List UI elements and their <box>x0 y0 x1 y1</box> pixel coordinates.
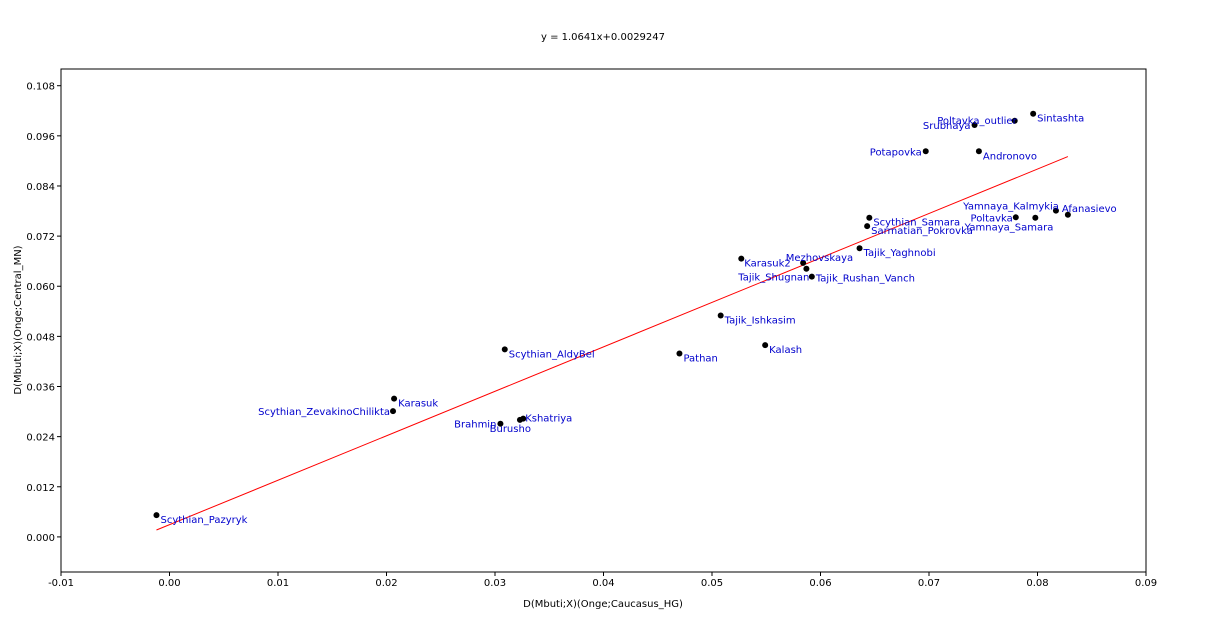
data-point <box>501 346 508 353</box>
chart-title: y = 1.0641x+0.0029247 <box>541 32 665 43</box>
fit-line-group <box>156 156 1069 531</box>
data-point-label: Kshatriya <box>525 414 572 425</box>
x-tick-label: -0.01 <box>48 578 74 589</box>
data-point <box>1011 117 1018 124</box>
x-tick-label: 0.07 <box>918 578 940 589</box>
y-tick-label: 0.048 <box>26 332 55 343</box>
data-point-label: Scythian_Samara <box>873 218 960 229</box>
x-tick-label: 0.04 <box>592 578 614 589</box>
data-point-label: Scythian_AldyBel <box>509 349 595 360</box>
y-tick-label: 0.096 <box>26 132 55 143</box>
data-point <box>808 273 815 280</box>
data-point-label: Karasuk <box>398 399 438 410</box>
y-tick-label: 0.024 <box>26 433 55 444</box>
data-point <box>922 148 929 155</box>
data-point-label: Sintashta <box>1037 114 1084 125</box>
y-tick-label: 0.084 <box>26 182 55 193</box>
data-point <box>390 408 397 415</box>
data-point <box>497 420 504 427</box>
data-point-label: Mezhovskaya <box>786 253 853 264</box>
x-tick-label: 0.06 <box>809 578 831 589</box>
y-tick-label: 0.036 <box>26 383 55 394</box>
data-point <box>1030 110 1037 117</box>
x-tick-label: 0.00 <box>158 578 180 589</box>
data-point-label: Kalash <box>769 345 802 356</box>
data-point-label: Sarmatian_Pokrovka <box>871 226 973 237</box>
y-tick-label: 0.060 <box>26 282 55 293</box>
x-tick-label: 0.05 <box>701 578 723 589</box>
data-point-label: Yamnaya_Samara <box>964 223 1054 234</box>
data-point-label: Tajik_Rushan_Vanch <box>815 274 915 285</box>
data-point-label: Pathan <box>683 354 717 365</box>
data-point-label: Burusho <box>490 424 531 435</box>
data-point <box>803 265 810 272</box>
data-point <box>520 415 527 422</box>
data-point <box>1032 214 1039 221</box>
data-point-label: Brahmin <box>454 420 496 431</box>
data-point <box>864 223 871 230</box>
data-point <box>738 255 745 262</box>
axes: -0.01 0.00 0.01 0.02 0.03 0.04 0.05 0.06 0.07 0.0… <box>26 82 1157 589</box>
data-point-label: Potapovka <box>870 147 922 158</box>
data-point-label: Srubnaya <box>923 121 971 132</box>
data-point <box>975 148 982 155</box>
data-points: Scythian_Pazyryk Karasuk Scythian_Zevakino… <box>153 110 1117 526</box>
x-axis-title: D(Mbuti;X)(Onge;Caucasus_HG) <box>523 599 683 610</box>
data-point <box>153 512 160 519</box>
data-point <box>1064 211 1071 218</box>
data-point-label: Tajik_Ishkasim <box>724 315 796 326</box>
data-point-label: Poltavka_outlier <box>937 116 1017 127</box>
y-tick-label: 0.108 <box>26 82 55 93</box>
y-tick-label: 0.012 <box>26 483 55 494</box>
data-point <box>1012 214 1019 221</box>
y-tick-label: 0.072 <box>26 232 55 243</box>
data-point <box>676 350 683 357</box>
data-point-label: Scythian_ZevakinoChilikta <box>258 407 390 418</box>
x-tick-label: 0.03 <box>484 578 506 589</box>
data-point-label: Afanasievo <box>1062 204 1117 215</box>
x-tick-label: 0.09 <box>1135 578 1157 589</box>
data-point <box>1052 207 1059 214</box>
data-point-label: Andronovo <box>983 151 1037 162</box>
data-point <box>717 312 724 319</box>
data-point <box>856 245 863 252</box>
data-point-label: Scythian_Pazyryk <box>160 515 247 526</box>
data-point <box>762 342 769 349</box>
x-tick-label: 0.08 <box>1026 578 1048 589</box>
data-point-label: Poltavka <box>971 213 1013 224</box>
y-axis-title: D(Mbuti;X)(Onge;Central_MN) <box>13 245 24 394</box>
plot-frame <box>60 68 1147 573</box>
fit-line <box>156 156 1069 531</box>
data-point-label: Tajik_Shugnan <box>737 273 809 284</box>
data-point <box>800 259 807 266</box>
x-tick-label: 0.01 <box>267 578 289 589</box>
data-point <box>971 121 978 128</box>
x-tick-label: 0.02 <box>375 578 397 589</box>
y-tick-label: 0.000 <box>26 533 55 544</box>
data-point-label: Yamnaya_Kalmykia <box>962 202 1059 213</box>
data-point-label: Karasuk2 <box>744 259 790 270</box>
data-point <box>391 395 398 402</box>
data-point <box>866 214 873 221</box>
data-point-label: Tajik_Yaghnobi <box>863 248 936 259</box>
